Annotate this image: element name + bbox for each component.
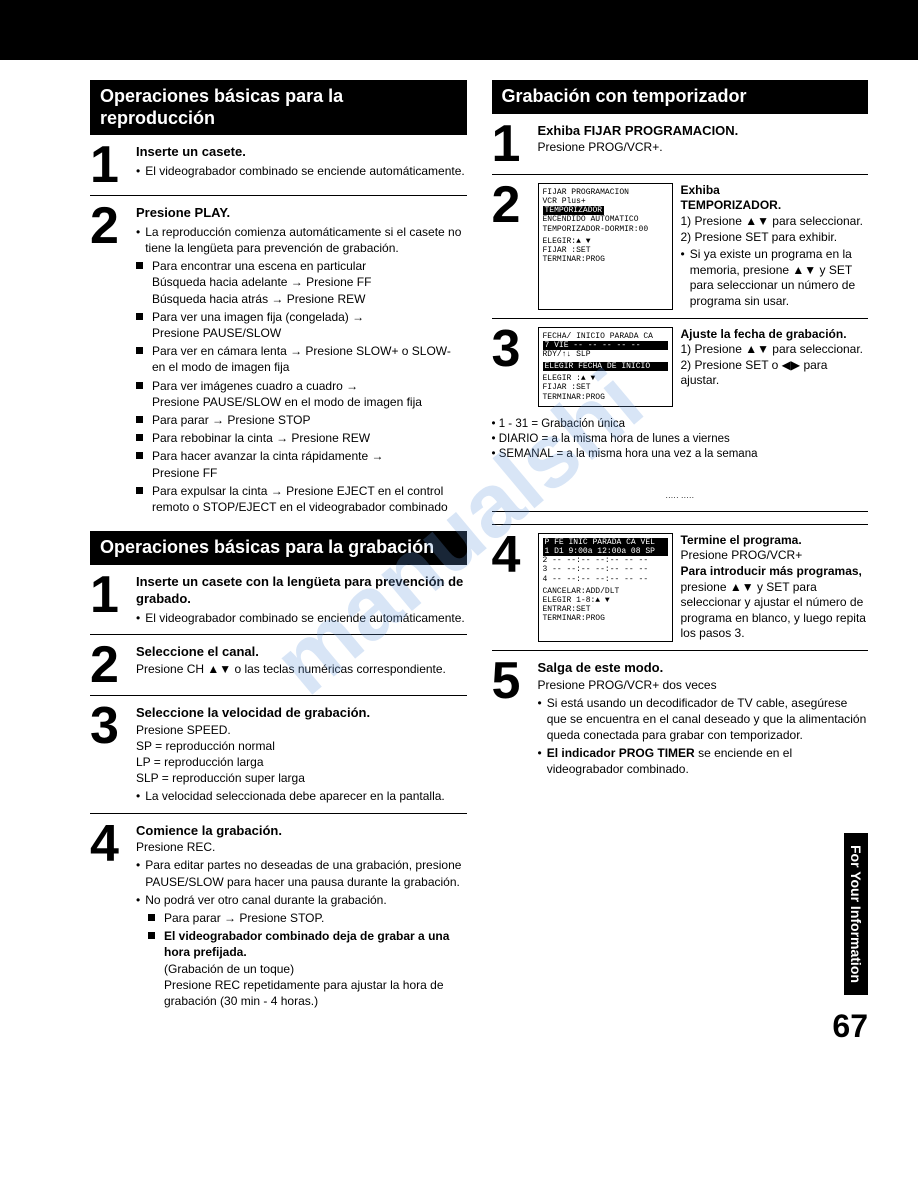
step-text: El videograbador combinado se enciende a… [145, 163, 465, 179]
playback-step-2: 2 Presione PLAY. •La reproducción comien… [90, 204, 467, 523]
prog-timer-bold: El indicador PROG TIMER [547, 746, 695, 760]
step-number: 3 [90, 704, 130, 804]
timer-notes: • 1 - 31 = Grabación única • DIARIO = a … [492, 417, 869, 462]
timer-step-4: 4 P FE INIC PARADA CA VEL 1 D1 9:00a 12:… [492, 533, 869, 651]
section-record-title: Operaciones básicas para la grabación [90, 531, 467, 565]
record-step-4: 4 Comience la grabación. Presione REC. •… [90, 822, 467, 1017]
step-title: Exhiba FIJAR PROGRAMACION. [538, 122, 869, 140]
step-number: 1 [90, 573, 130, 626]
step-title: Salga de este modo. [538, 659, 869, 677]
date-diagram: ····· ····· [492, 470, 869, 512]
section-playback-title: Operaciones básicas para la reproducción [90, 80, 467, 135]
step-number: 2 [90, 204, 130, 515]
timer-step-5: 5 Salga de este modo. Presione PROG/VCR+… [492, 659, 869, 786]
manual-page: manualshi Operaciones básicas para la re… [0, 0, 918, 1065]
step-title: Inserte un casete con la lengüeta para p… [136, 573, 467, 608]
step-number: 3 [492, 327, 532, 407]
step-title: Seleccione el canal. [136, 643, 467, 661]
step-number: 4 [90, 822, 130, 1009]
side-tab: For Your Information [844, 833, 868, 995]
step-number: 4 [492, 533, 532, 642]
timer-step-3: 3 FECHA/ INICIO PARADA CA 7 VIE -- -- --… [492, 327, 869, 409]
timer-step-1: 1 Exhiba FIJAR PROGRAMACION. Presione PR… [492, 122, 869, 175]
section-timer-title: Grabación con temporizador [492, 80, 869, 114]
step-number: 1 [492, 122, 532, 166]
step-number: 5 [492, 659, 532, 778]
osd-screen: FECHA/ INICIO PARADA CA 7 VIE -- -- -- -… [538, 327, 673, 407]
step-number: 1 [90, 143, 130, 187]
osd-screen: FIJAR PROGRAMACION VCR Plus+ TEMPORIZADO… [538, 183, 673, 310]
record-step-3: 3 Seleccione la velocidad de grabación. … [90, 704, 467, 813]
step-title: Inserte un casete. [136, 143, 467, 161]
right-column: Grabación con temporizador 1 Exhiba FIJA… [492, 80, 869, 1025]
left-column: Operaciones básicas para la reproducción… [90, 80, 467, 1025]
timer-step-2: 2 FIJAR PROGRAMACION VCR Plus+ TEMPORIZA… [492, 183, 869, 319]
step-number: 2 [492, 183, 532, 310]
step-title: Seleccione la velocidad de grabación. [136, 704, 467, 722]
record-step-1: 1 Inserte un casete con la lengüeta para… [90, 573, 467, 635]
step-text: La reproducción comienza automáticamente… [145, 224, 466, 256]
playback-step-1: 1 Inserte un casete. •El videograbador c… [90, 143, 467, 196]
repeat-note [492, 518, 869, 525]
page-number: 67 [832, 1008, 868, 1045]
step-title: Presione PLAY. [136, 204, 467, 222]
osd-screen: P FE INIC PARADA CA VEL 1 D1 9:00a 12:00… [538, 533, 673, 642]
step-number: 2 [90, 643, 130, 687]
step-title: Comience la grabación. [136, 822, 467, 840]
content-columns: Operaciones básicas para la reproducción… [90, 80, 868, 1025]
record-step-2: 2 Seleccione el canal. Presione CH ▲▼ o … [90, 643, 467, 696]
header-bar [0, 0, 918, 60]
